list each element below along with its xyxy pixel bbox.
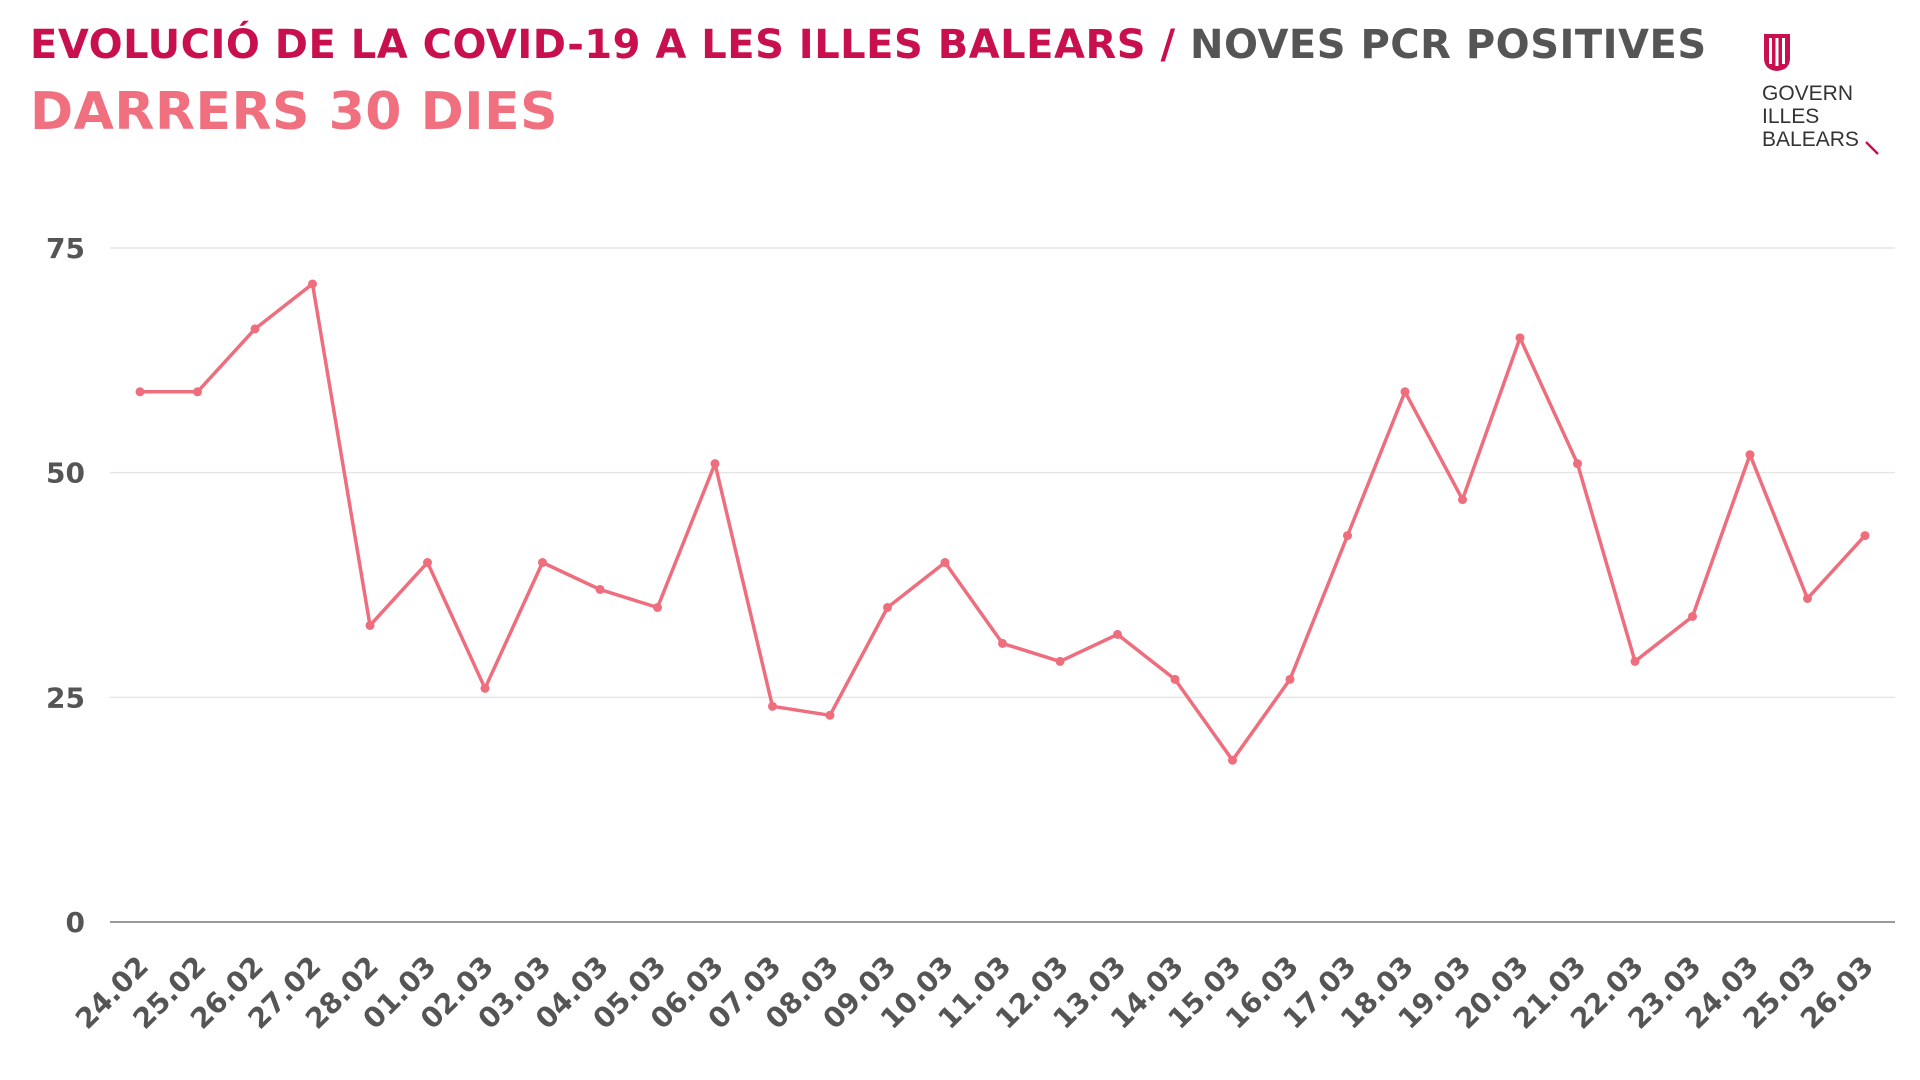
logo-text: GOVERN ILLES BALEARS xyxy=(1762,82,1892,151)
data-point xyxy=(308,279,317,289)
logo-line-1: GOVERN xyxy=(1762,82,1854,105)
series-line-path xyxy=(138,282,1867,762)
data-point xyxy=(1745,450,1755,460)
y-axis-tick-labels: 0 25 50 75 xyxy=(46,232,85,939)
data-point xyxy=(1803,593,1812,603)
data-point xyxy=(1228,755,1237,765)
title-separator: / xyxy=(1160,22,1176,68)
series-points xyxy=(135,279,1870,765)
govern-illes-balears-logo: GOVERN ILLES BALEARS xyxy=(1762,32,1892,155)
data-point xyxy=(1170,674,1180,684)
title-secondary: NOVES PCR POSITIVES xyxy=(1190,22,1707,68)
y-tick-label-25: 25 xyxy=(46,681,85,714)
data-point xyxy=(1113,629,1122,639)
data-point xyxy=(1400,387,1410,397)
data-point xyxy=(940,558,950,568)
data-point xyxy=(998,638,1007,648)
title-main: EVOLUCIÓ DE LA COVID-19 A LES ILLES BALE… xyxy=(30,22,1147,68)
data-point xyxy=(1515,333,1525,343)
data-point xyxy=(1688,611,1697,621)
data-point xyxy=(365,620,375,630)
data-point xyxy=(480,683,490,693)
data-point xyxy=(710,459,720,469)
data-point xyxy=(883,602,892,612)
data-point xyxy=(423,558,432,568)
data-point xyxy=(653,602,662,612)
data-point xyxy=(193,387,202,397)
data-point xyxy=(825,710,835,720)
data-point xyxy=(1573,459,1582,469)
data-point xyxy=(135,387,145,397)
grid-lines xyxy=(110,247,1895,923)
chart-title: EVOLUCIÓ DE LA COVID-19 A LES ILLES BALE… xyxy=(30,22,1707,68)
data-point xyxy=(1285,674,1295,684)
data-point xyxy=(1630,656,1640,666)
series-line xyxy=(138,282,1867,762)
coat-of-arms-icon xyxy=(1764,34,1790,71)
data-point xyxy=(538,558,547,568)
logo-line-3: BALEARS xyxy=(1762,128,1859,151)
y-tick-label-75: 75 xyxy=(46,232,85,265)
x-axis-tick-labels: 24.0225.0226.0227.0228.0201.0302.0303.03… xyxy=(69,950,1880,1036)
logo-line-2: ILLES xyxy=(1762,105,1820,128)
y-tick-label-50: 50 xyxy=(46,457,85,490)
data-point xyxy=(1055,656,1065,666)
logo-slash-icon xyxy=(1865,141,1879,155)
data-point xyxy=(1343,531,1352,541)
data-point xyxy=(1458,495,1467,505)
data-point xyxy=(1860,531,1870,541)
data-point xyxy=(250,324,260,334)
data-point xyxy=(595,584,605,594)
chart-subtitle: DARRERS 30 DIES xyxy=(30,82,559,142)
data-point xyxy=(768,701,777,711)
y-tick-label-0: 0 xyxy=(66,906,85,939)
